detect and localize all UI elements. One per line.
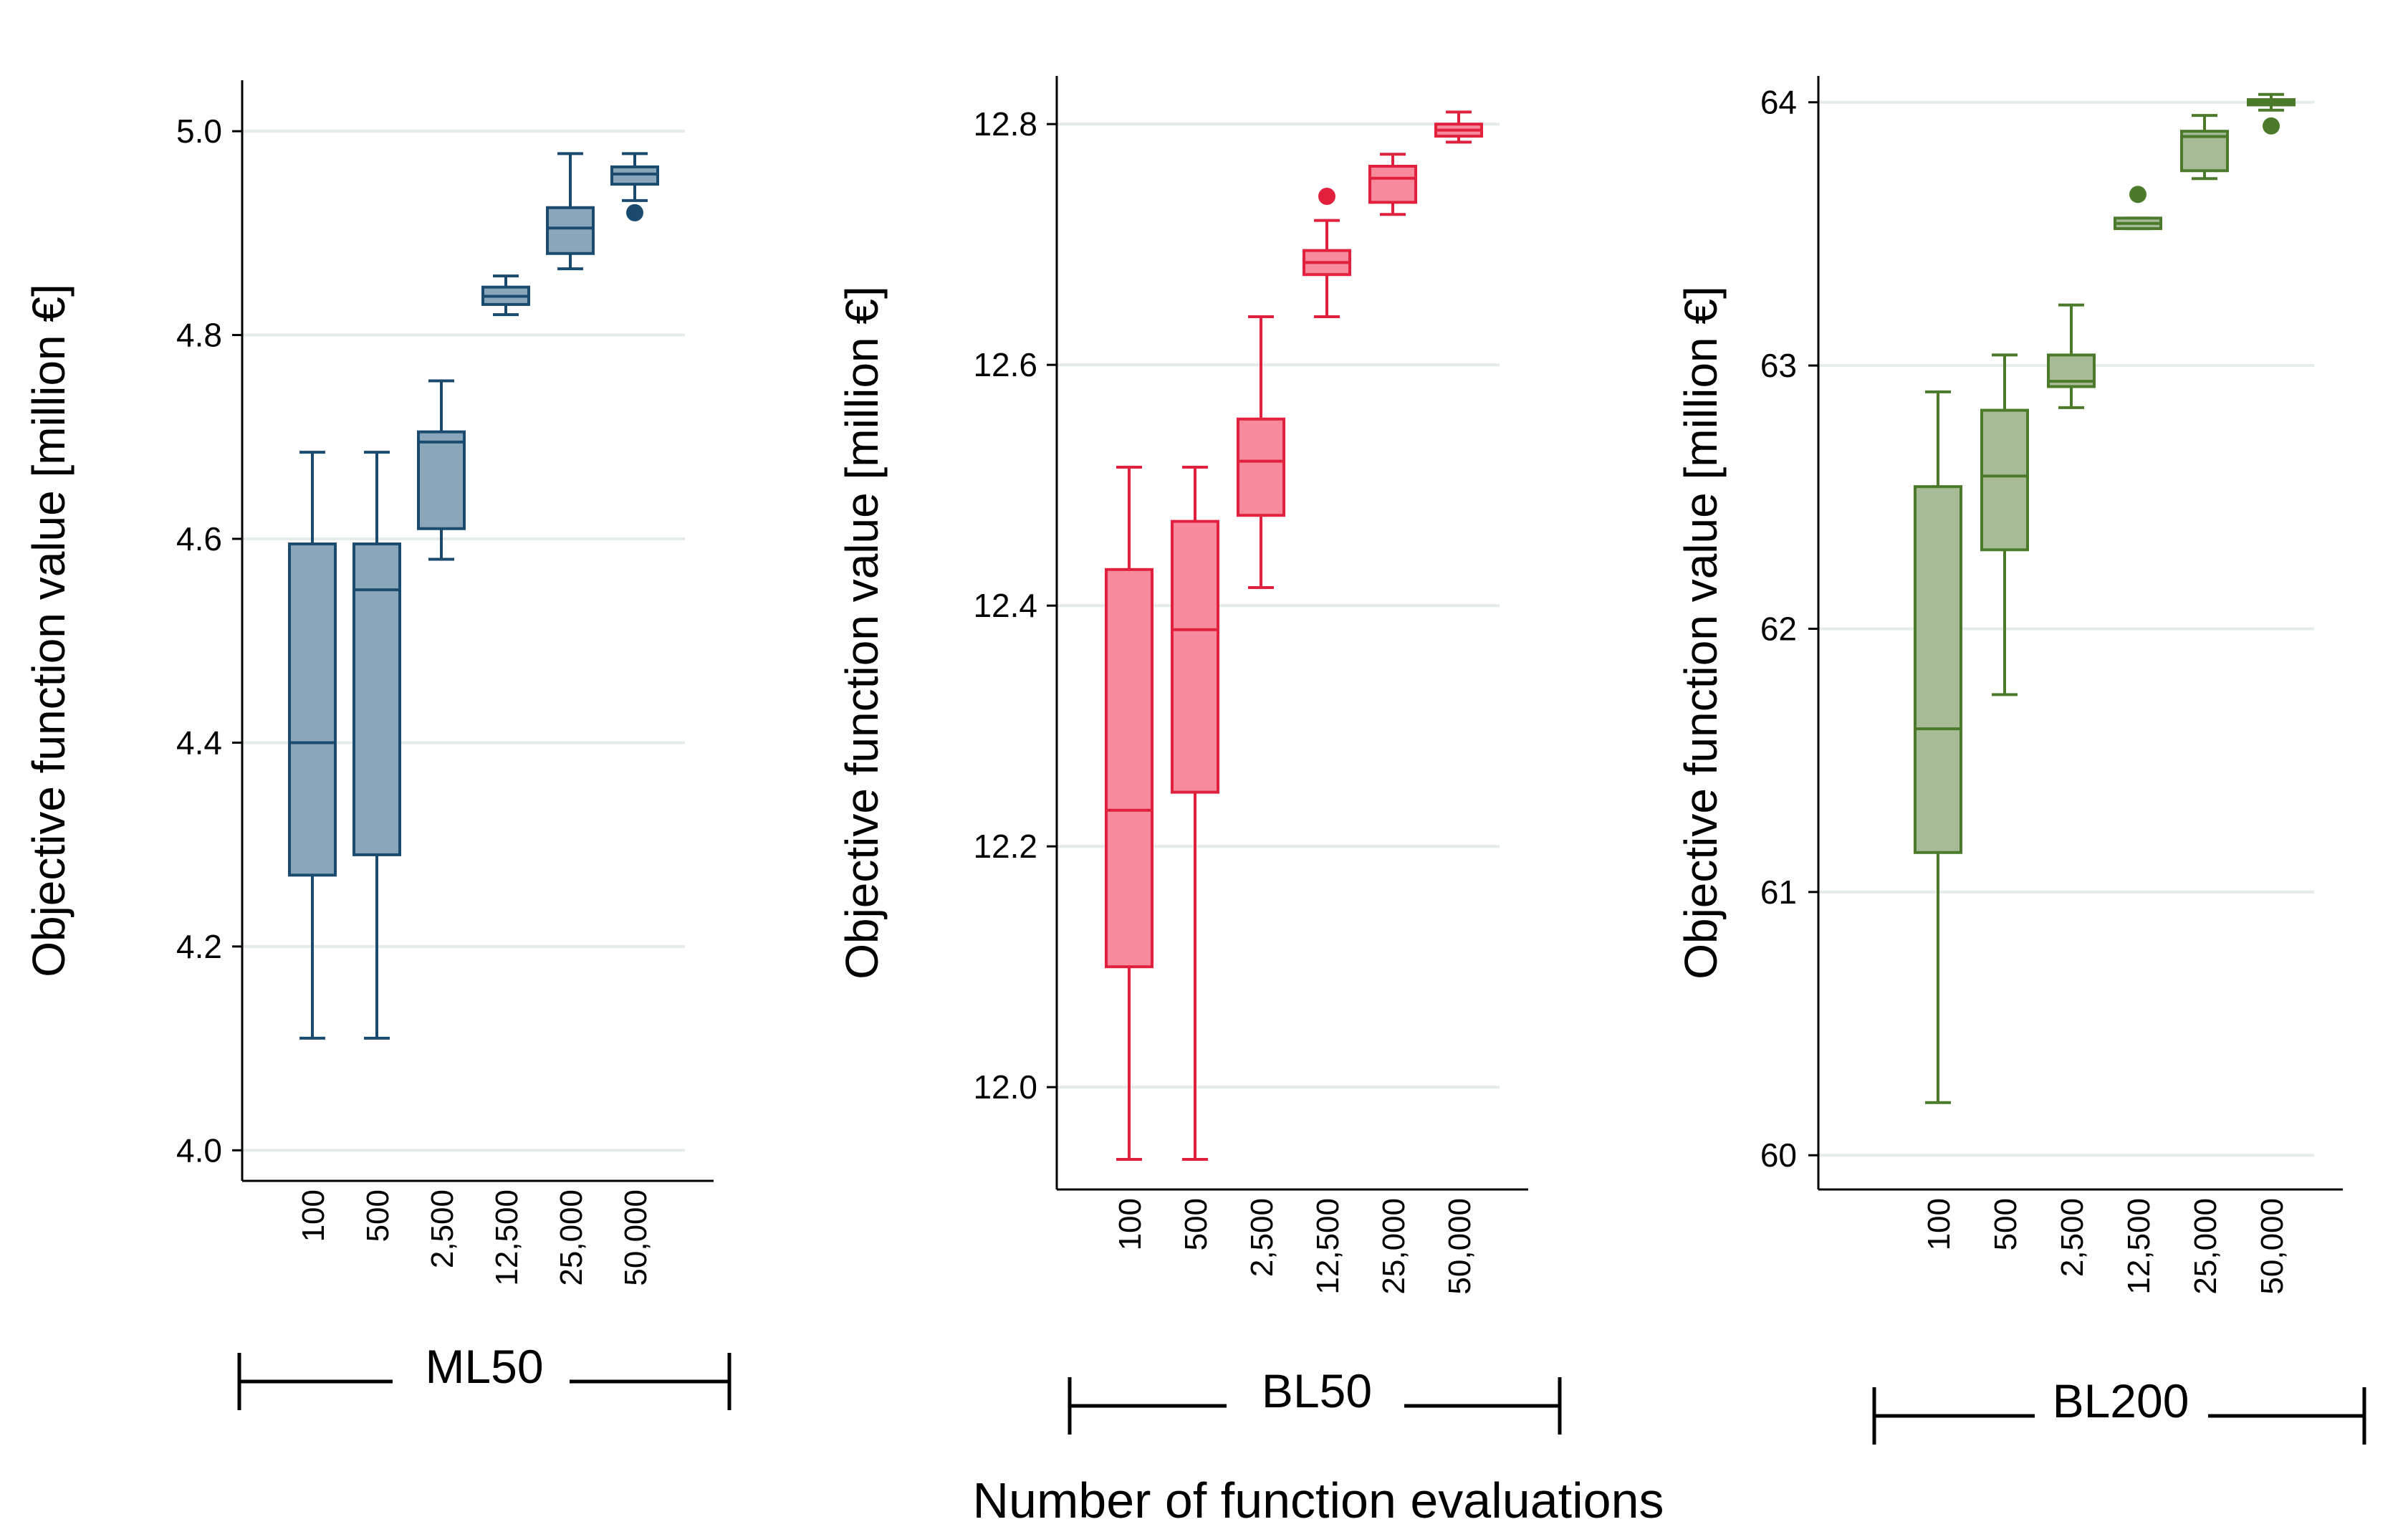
y-tick-label: 12.0 [973,1068,1037,1106]
x-tick-label: 50,000 [1442,1198,1477,1295]
x-tick-label: 100 [1113,1198,1148,1250]
box-rect [1980,408,2029,552]
y-tick-label: 12.6 [973,346,1037,383]
box-4 [546,152,595,271]
y-axis-label: Objective function value [million €] [23,284,75,977]
box-rect [1368,165,1417,204]
x-tick-label: 2,500 [1244,1198,1280,1277]
y-axis-label: Objective function value [million €] [1675,286,1727,980]
x-tick-label: 25,000 [1376,1198,1411,1295]
box-3 [1303,188,1351,318]
panel-bl50: 12.0 12.2 12.4 12.6 12.8 Objective function v… [836,76,1562,1435]
x-tick-label: 2,500 [425,1189,460,1268]
x-tick-label: 100 [296,1189,331,1242]
box-2 [2047,303,2096,409]
outlier-point [2129,186,2146,204]
box-rect [1105,568,1153,969]
box-1 [352,451,401,1040]
x-tick-label: 12,500 [1310,1198,1345,1295]
x-tick-label: 500 [360,1189,395,1242]
y-tick-label: 12.8 [973,105,1037,143]
x-tick-label: 12,500 [489,1189,524,1286]
box-4 [2180,114,2229,181]
box-rect [352,542,401,856]
box-2 [417,379,466,561]
box-0 [1914,390,1962,1104]
y-axis-label: Objective function value [million €] [836,286,888,980]
box-rect [417,430,466,530]
group-label: BL200 [2053,1374,2189,1427]
x-tick-label: 25,000 [554,1189,589,1286]
y-tick-label: 5.0 [176,112,222,150]
panel-bl200: 60 61 62 63 64 Objective function value [mill… [1675,76,2366,1445]
box-rect [1914,485,1962,854]
y-tick-label: 62 [1760,610,1797,647]
box-4 [1368,153,1417,216]
group-label: BL50 [1262,1364,1372,1417]
y-tick-label: 4.0 [176,1131,222,1169]
box-rect [1171,519,1219,794]
y-tick-label: 60 [1760,1136,1797,1174]
y-tick-label: 61 [1760,873,1797,911]
box-rect [288,542,337,877]
box-5 [610,152,659,221]
y-tick-label: 64 [1760,84,1797,121]
box-5 [2247,92,2296,135]
x-axis-label: Number of function evaluations [973,1473,1664,1528]
box-0 [288,451,337,1040]
box-rect [1237,417,1285,517]
outlier-point [1318,188,1335,205]
group-label: ML50 [425,1340,543,1393]
box-3 [481,274,530,317]
x-tick-label: 50,000 [618,1189,653,1286]
x-tick-label: 100 [1922,1198,1957,1250]
y-tick-label: 4.2 [176,928,222,965]
y-tick-label: 63 [1760,347,1797,384]
box-1 [1980,353,2029,696]
box-1 [1171,466,1219,1161]
x-tick-label: 2,500 [2055,1198,2090,1277]
x-tick-label: 50,000 [2255,1198,2290,1295]
box-0 [1105,466,1153,1161]
box-rect [546,206,595,255]
box-2 [1237,315,1285,589]
box-5 [1434,110,1483,144]
x-tick-label: 500 [1179,1198,1214,1250]
y-tick-label: 4.8 [176,317,222,354]
y-tick-label: 12.2 [973,828,1037,865]
y-tick-label: 12.4 [973,587,1037,624]
x-tick-label: 500 [1988,1198,2023,1250]
box-3 [2114,186,2162,231]
panel-ml50: 4.0 4.2 4.4 4.6 4.8 5.0 Objective function val… [23,80,731,1410]
outlier-point [626,204,643,221]
box-rect [610,165,659,186]
y-tick-label: 4.6 [176,520,222,557]
x-tick-label: 12,500 [2121,1198,2157,1295]
y-tick-label: 4.4 [176,724,222,761]
x-tick-label: 25,000 [2188,1198,2223,1295]
outlier-point [2263,117,2280,135]
